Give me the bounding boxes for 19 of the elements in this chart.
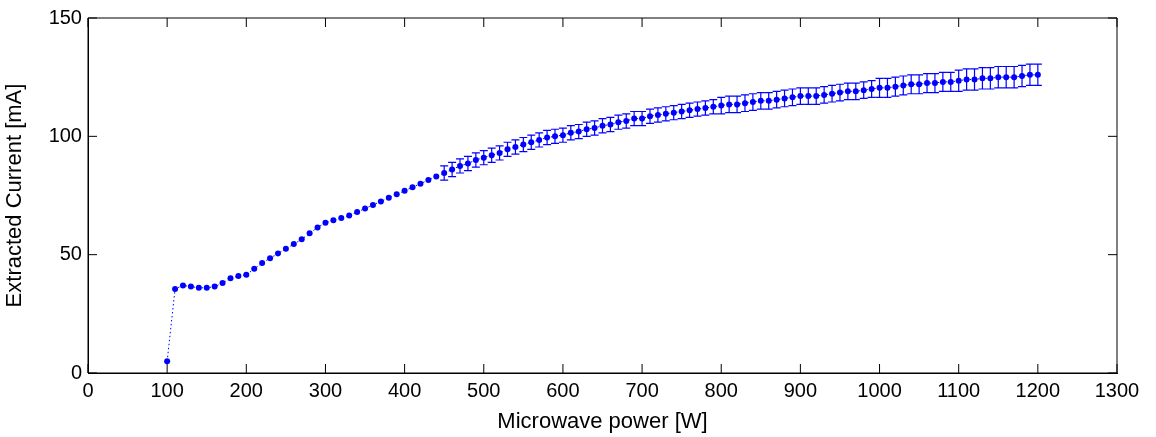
y-tick-label: 0	[70, 360, 82, 383]
x-tick-label: 1100	[937, 378, 981, 401]
x-tick-label: 100	[150, 378, 184, 401]
y-tick-label: 50	[59, 242, 82, 265]
x-axis-title: Microwave power [W]	[497, 407, 708, 433]
y-tick-label: 150	[48, 5, 82, 28]
x-tick-label: 300	[308, 378, 343, 401]
x-tick-label: 500	[467, 378, 501, 401]
x-tick-label: 800	[704, 378, 738, 401]
x-tick-label: 600	[546, 378, 580, 401]
x-tick-label: 1200	[1015, 378, 1061, 401]
y-tick-label: 100	[48, 123, 82, 146]
x-tick-label: 200	[229, 378, 263, 401]
y-axis-title: Extracted Current [mA]	[1, 83, 27, 308]
x-tick-label: 400	[387, 378, 422, 401]
x-tick-label: 700	[625, 378, 659, 401]
x-tick-label: 1300	[1094, 378, 1140, 401]
x-tick-label: 1000	[857, 378, 902, 401]
x-tick-label: 900	[783, 378, 818, 401]
